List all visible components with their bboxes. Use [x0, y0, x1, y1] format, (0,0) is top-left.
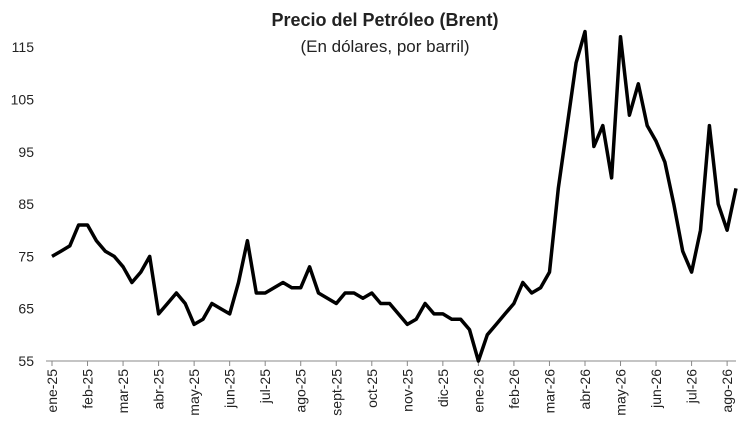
- x-tick-label: abr-25: [151, 369, 167, 410]
- x-tick-label: abr-26: [577, 369, 593, 410]
- chart-title: Precio del Petróleo (Brent): [271, 10, 498, 30]
- x-tick-label: mar-26: [541, 369, 557, 414]
- y-tick-label: 75: [18, 248, 34, 264]
- x-tick-label: nov-25: [399, 369, 415, 412]
- x-tick-label: oct-25: [364, 369, 380, 408]
- x-tick-label: sept-25: [328, 369, 344, 416]
- price-line: [51, 29, 738, 363]
- x-tick-label: ago-25: [293, 369, 309, 413]
- x-tick-label: feb-25: [80, 369, 96, 409]
- x-tick-label: may-26: [613, 369, 629, 416]
- x-tick-label: jul-26: [684, 369, 700, 404]
- y-tick-label: 105: [11, 91, 35, 107]
- x-tick-label: feb-26: [506, 369, 522, 409]
- x-tick-label: may-25: [186, 369, 202, 416]
- y-tick-label: 85: [18, 196, 34, 212]
- x-tick-label: jun-25: [222, 369, 238, 409]
- y-tick-label: 55: [18, 353, 34, 369]
- x-tick-label: jul-25: [257, 369, 273, 404]
- x-tick-label: ago-26: [719, 369, 735, 413]
- chart-subtitle: (En dólares, por barril): [300, 37, 469, 56]
- x-tick-label: mar-25: [115, 369, 131, 414]
- x-tick-label: dic-25: [435, 369, 451, 407]
- y-tick-label: 65: [18, 301, 34, 317]
- x-tick-label: jun-26: [648, 369, 664, 409]
- y-tick-label: 95: [18, 144, 34, 160]
- x-tick-label: ene-26: [470, 369, 486, 413]
- x-tick-label: ene-25: [44, 369, 60, 413]
- y-tick-label: 115: [12, 39, 35, 55]
